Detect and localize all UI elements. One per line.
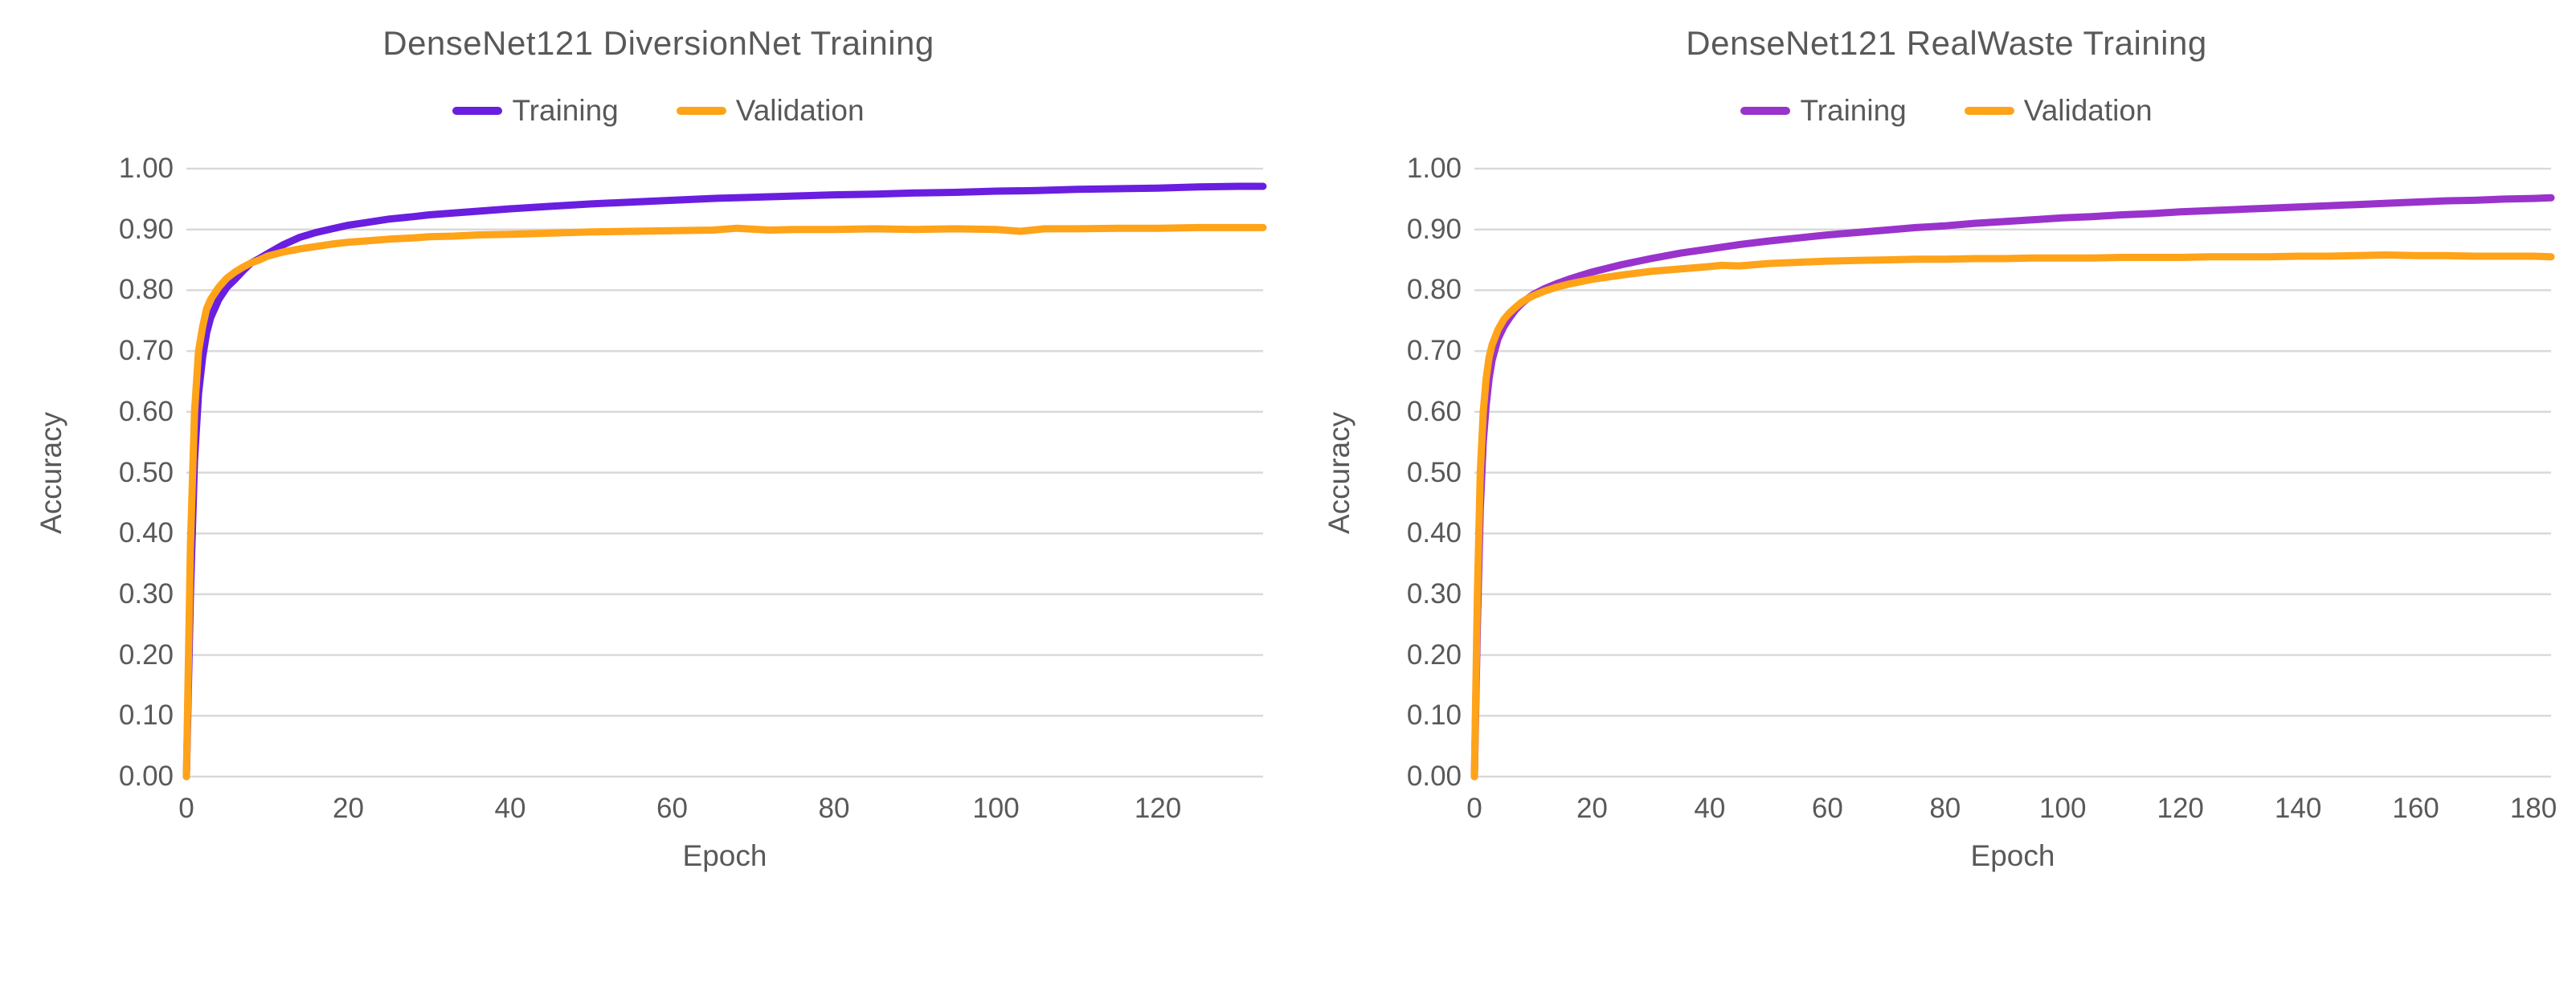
legend: Training Validation [1317,92,2576,130]
plot-column: 0 20 40 60 80 100 120 Epoch [178,167,1267,873]
y-tick-label: 0.70 [118,335,174,367]
x-axis-title: Epoch [682,839,767,872]
y-axis-tick-labels: 0.00 0.10 0.20 0.30 0.40 0.50 0.60 0.70 0.80 0.90… [74,153,186,792]
y-tick-label: 1.00 [118,153,174,184]
legend-item-training: Training [452,94,619,128]
plot-row: Accuracy 0.00 0.10 0.20 0.30 0.40 0.50 0.60 0.7… [29,153,1288,873]
plot-column: 0 20 40 60 80 100 120 140 160 180 Epoch [1466,167,2557,873]
training-line [182,182,1267,781]
x-tick-label: 180 [2509,793,2558,824]
y-axis-title: Accuracy [35,411,67,534]
chart-diversionnet: DenseNet121 DiversionNet Training Traini… [29,24,1288,873]
x-tick-label: 20 [333,793,364,824]
y-tick-label: 0.40 [118,517,174,549]
y-tick-label: 0.00 [1406,761,1462,792]
x-tick-label: 0 [178,793,194,824]
x-tick-label: 60 [1811,793,1843,824]
y-tick-label: 1.00 [1406,153,1462,184]
training-line [1470,194,2555,781]
legend-label-training: Training [1800,94,1907,127]
training-line-swatch [1740,107,1791,115]
y-tick-label: 0.40 [1406,517,1462,549]
chart-title: DenseNet121 DiversionNet Training [382,24,934,62]
validation-line [182,223,1267,781]
y-tick-label: 0.60 [1406,395,1462,427]
plot-area [1470,167,2555,781]
chart-realwaste: DenseNet121 RealWaste Training Training … [1288,0,2576,983]
legend: Training Validation [29,92,1288,130]
legend-item-validation: Validation [676,94,865,128]
x-tick-label: 120 [2157,793,2204,824]
y-tick-label: 0.80 [118,274,174,306]
y-tick-label: 0.20 [118,638,174,671]
y-tick-label: 0.30 [118,577,174,610]
y-tick-label: 0.60 [118,395,174,427]
x-tick-label: 120 [1134,793,1182,824]
x-tick-label: 80 [818,793,850,824]
validation-line-swatch [676,107,726,115]
x-tick-label: 80 [1929,793,1961,824]
x-tick-label: 40 [494,793,526,824]
legend-label-validation: Validation [735,94,865,127]
legend-item-validation: Validation [1964,94,2153,128]
plot-row: Accuracy 0.00 0.10 0.20 0.30 0.40 0.50 0.60 0.7… [1317,153,2576,873]
y-axis-tick-labels: 0.00 0.10 0.20 0.30 0.40 0.50 0.60 0.70 0.80 0.90… [1362,153,1474,792]
x-tick-label: 0 [1466,793,1482,824]
validation-line [1470,251,2555,781]
y-tick-label: 0.20 [1406,638,1462,671]
y-tick-label: 0.50 [118,456,174,488]
legend-label-validation: Validation [2023,94,2153,127]
chart-title: DenseNet121 RealWaste Training [1686,24,2207,62]
training-line-swatch [452,107,503,115]
legend-item-training: Training [1740,94,1907,128]
x-axis-tick-labels: 0 20 40 60 80 100 120 [178,789,1263,828]
x-axis-title: Epoch [1970,839,2055,872]
x-tick-label: 140 [2274,793,2322,824]
x-tick-label: 100 [2039,793,2087,824]
x-axis-tick-labels: 0 20 40 60 80 100 120 140 160 180 [1466,789,2557,828]
y-tick-label: 0.10 [1406,700,1462,732]
legend-label-training: Training [512,94,619,127]
y-tick-label: 0.80 [1406,274,1462,306]
x-tick-label: 100 [972,793,1020,824]
y-tick-label: 0.70 [1406,335,1462,367]
y-tick-label: 0.30 [1406,577,1462,610]
y-tick-label: 0.90 [1406,213,1462,245]
y-tick-label: 0.10 [118,700,174,732]
y-axis-title: Accuracy [1323,411,1355,534]
y-tick-label: 0.90 [118,213,174,245]
x-tick-label: 160 [2392,793,2439,824]
x-tick-label: 40 [1694,793,1726,824]
validation-line-swatch [1964,107,2014,115]
x-tick-label: 60 [656,793,688,824]
y-tick-label: 0.50 [1406,456,1462,488]
y-tick-label: 0.00 [118,761,174,792]
x-tick-label: 20 [1576,793,1608,824]
plot-area [182,167,1267,781]
